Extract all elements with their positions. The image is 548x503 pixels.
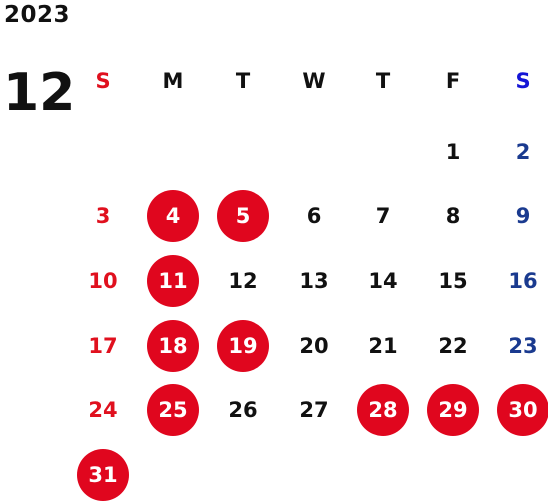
weekday-header-sun: S: [95, 69, 111, 93]
day-cell: 27: [299, 398, 329, 422]
holiday-day-cell: 25: [147, 384, 199, 436]
weekday-header-sat: S: [515, 69, 531, 93]
day-cell: 12: [228, 269, 258, 293]
holiday-day-cell: 18: [147, 320, 199, 372]
day-cell: 9: [515, 204, 531, 228]
day-cell: 16: [508, 269, 538, 293]
holiday-day-cell: 29: [427, 384, 479, 436]
day-cell: 15: [438, 269, 468, 293]
day-cell: 26: [228, 398, 258, 422]
year-label: 2023: [4, 2, 71, 28]
weekday-header-fri: F: [445, 69, 461, 93]
day-cell: 10: [88, 269, 118, 293]
day-cell: 7: [375, 204, 391, 228]
day-cell: 22: [438, 334, 468, 358]
day-cell: 17: [88, 334, 118, 358]
month-number: 12: [3, 63, 76, 123]
day-cell: 23: [508, 334, 538, 358]
day-cell: 2: [515, 140, 531, 164]
day-cell: 21: [368, 334, 398, 358]
day-cell: 8: [445, 204, 461, 228]
weekday-header-mon: M: [162, 69, 184, 93]
holiday-day-cell: 11: [147, 255, 199, 307]
day-cell: 3: [95, 204, 111, 228]
day-cell: 20: [299, 334, 329, 358]
weekday-header-wed: W: [302, 69, 326, 93]
holiday-day-cell: 5: [217, 190, 269, 242]
weekday-header-thu: T: [375, 69, 391, 93]
day-cell: 24: [88, 398, 118, 422]
holiday-day-cell: 4: [147, 190, 199, 242]
weekday-header-tue: T: [235, 69, 251, 93]
holiday-day-cell: 30: [497, 384, 548, 436]
day-cell: 13: [299, 269, 329, 293]
day-cell: 6: [306, 204, 322, 228]
day-cell: 14: [368, 269, 398, 293]
day-cell: 1: [445, 140, 461, 164]
holiday-day-cell: 28: [357, 384, 409, 436]
holiday-day-cell: 31: [77, 449, 129, 501]
holiday-day-cell: 19: [217, 320, 269, 372]
